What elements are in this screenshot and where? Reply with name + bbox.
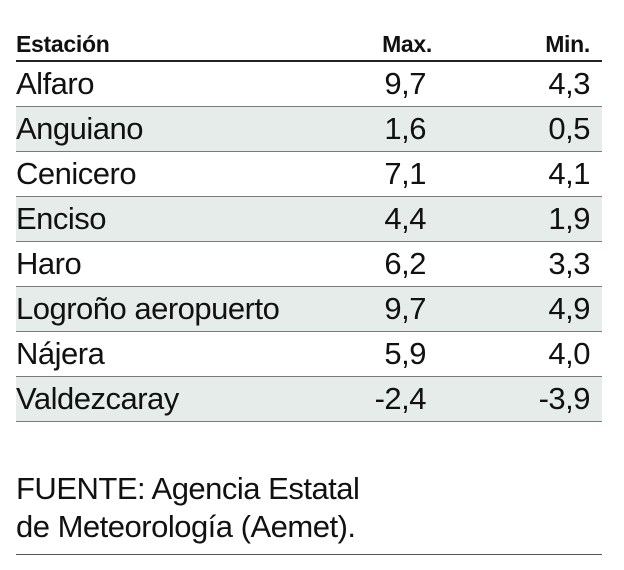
min-value: 3,3 <box>548 246 590 281</box>
min-value: 1,9 <box>548 201 590 236</box>
station-name: Anguiano <box>16 111 144 146</box>
max-value: 9,7 <box>384 291 426 326</box>
table-row: Alfaro 9,7 4,3 <box>16 62 602 107</box>
max-value: -2,4 <box>374 381 427 416</box>
min-value: 4,1 <box>548 156 590 191</box>
max-value: 1,6 <box>384 111 426 146</box>
table-row: Valdezcaray -2,4 -3,9 <box>16 377 602 422</box>
station-name: Valdezcaray <box>16 381 179 416</box>
table-row: Cenicero 7,1 4,1 <box>16 152 602 197</box>
station-name: Nájera <box>16 336 105 371</box>
min-value: 4,3 <box>548 66 590 101</box>
min-value: 0,5 <box>548 111 590 146</box>
header-min: Min. <box>545 31 590 57</box>
header-max: Max. <box>382 31 432 57</box>
table-row: Anguiano 1,6 0,5 <box>16 107 602 152</box>
header-station: Estación <box>16 31 110 57</box>
min-value: 4,0 <box>548 336 590 371</box>
station-name: Haro <box>16 246 82 281</box>
max-value: 5,9 <box>384 336 426 371</box>
station-name: Logroño aeropuerto <box>16 291 280 326</box>
table-row: Nájera 5,9 4,0 <box>16 332 602 377</box>
max-value: 9,7 <box>384 66 426 101</box>
max-value: 4,4 <box>384 201 426 236</box>
station-name: Enciso <box>16 201 107 236</box>
table-row: Haro 6,2 3,3 <box>16 242 602 287</box>
source-line-1: FUENTE: Agencia Estatal <box>16 471 360 506</box>
min-value: 4,9 <box>548 291 590 326</box>
table-header: Estación Max. Min. <box>16 28 602 62</box>
source-line-2: de Meteorología (Aemet). <box>16 509 356 544</box>
station-name: Alfaro <box>16 66 94 101</box>
table-body: Alfaro 9,7 4,3 Anguiano 1,6 0,5 Cenicero… <box>16 62 602 422</box>
table-row: Logroño aeropuerto 9,7 4,9 <box>16 287 602 332</box>
max-value: 6,2 <box>384 246 426 281</box>
max-value: 7,1 <box>384 156 426 191</box>
station-name: Cenicero <box>16 156 137 191</box>
source-note: FUENTE: Agencia Estatal de Meteorología … <box>16 470 602 555</box>
min-value: -3,9 <box>538 381 591 416</box>
table-row: Enciso 4,4 1,9 <box>16 197 602 242</box>
